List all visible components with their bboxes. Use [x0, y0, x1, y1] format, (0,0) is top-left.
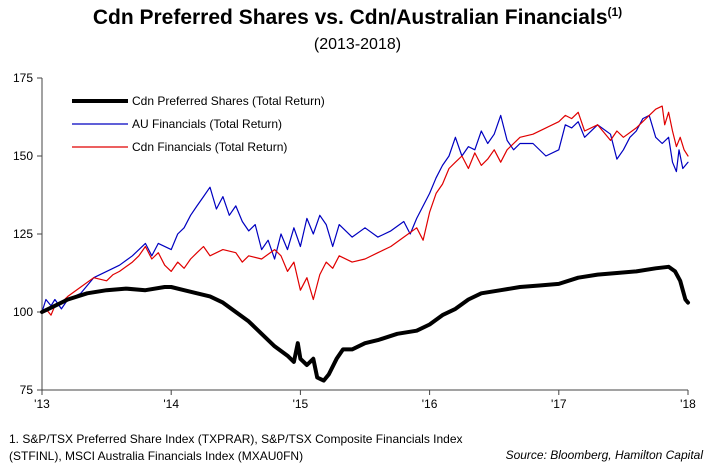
y-tick-label: 175	[13, 71, 33, 85]
y-tick-label: 100	[13, 305, 33, 319]
series-line-0	[40, 264, 690, 383]
chart-title: Cdn Preferred Shares vs. Cdn/Australian …	[0, 5, 715, 30]
source-note: Source: Bloomberg, Hamilton Capital	[505, 448, 703, 462]
legend-label-2: Cdn Financials (Total Return)	[132, 140, 287, 154]
footnote: 1. S&P/TSX Preferred Share Index (TXPRAR…	[9, 432, 463, 463]
x-tick-label: '15	[293, 397, 309, 411]
title-footnote-marker: (1)	[607, 5, 623, 19]
chart-title-text: Cdn Preferred Shares vs. Cdn/Australian …	[92, 6, 608, 29]
y-tick-label: 75	[20, 383, 34, 397]
x-tick-label: '18	[680, 397, 696, 411]
y-tick-label: 150	[13, 149, 33, 163]
y-tick-label: 125	[13, 227, 33, 241]
legend-label-1: AU Financials (Total Return)	[132, 117, 282, 131]
series-line-2	[41, 105, 689, 316]
x-tick-label: '14	[163, 397, 179, 411]
x-tick-label: '13	[34, 397, 50, 411]
x-tick-label: '17	[551, 397, 567, 411]
chart-subtitle: (2013-2018)	[313, 36, 402, 53]
legend-label-0: Cdn Preferred Shares (Total Return)	[132, 94, 325, 108]
x-tick-label: '16	[422, 397, 438, 411]
series-line-1	[41, 114, 689, 313]
